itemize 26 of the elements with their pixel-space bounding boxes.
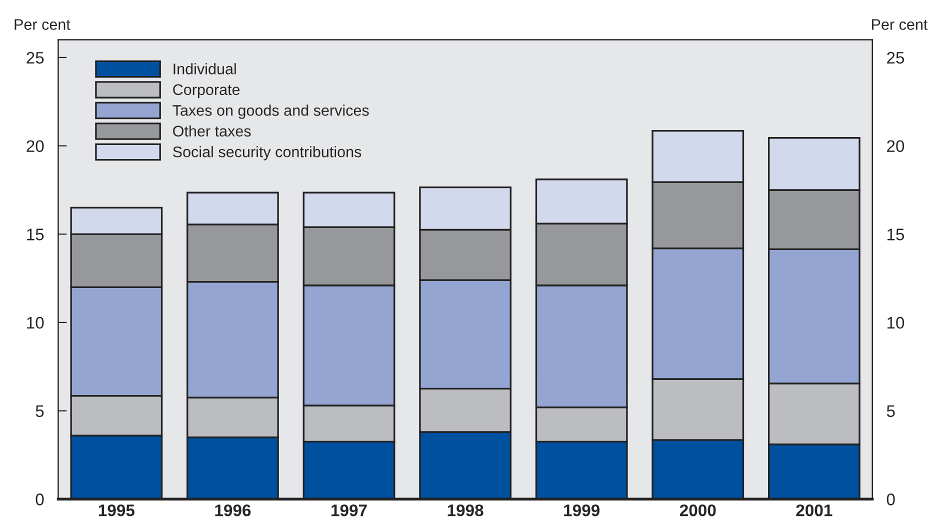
x-tick-label: 2000: [680, 504, 716, 516]
y2-tick-label: 20: [887, 140, 904, 152]
x-tick-label: 1995: [98, 504, 134, 516]
x-tick-label: 2001: [796, 504, 832, 516]
y-axis-title: Per cent: [14, 19, 70, 30]
legend-label: Individual: [174, 63, 236, 74]
legend-label: Social security contributions: [173, 146, 362, 160]
x-tick-label: 1999: [564, 504, 600, 516]
y2-tick-label: 25: [887, 52, 904, 64]
y2-tick-label: 5: [886, 405, 895, 418]
x-tick-label: 1997: [332, 504, 367, 516]
y-tick-label: 5: [36, 405, 44, 418]
x-tick-label: 1996: [215, 504, 251, 516]
y2-tick-label: 10: [887, 316, 904, 329]
legend-label: Taxes on goods and services: [172, 104, 369, 119]
y-tick-label: 0: [36, 494, 44, 506]
y2-tick-label: 15: [887, 228, 904, 240]
y-tick-label: 25: [26, 52, 44, 64]
x-tick-label: 1998: [448, 504, 484, 516]
y-tick-label: 20: [26, 140, 44, 152]
legend-label: Corporate: [173, 84, 240, 98]
y2-axis-title: Per cent: [872, 19, 928, 30]
y-tick-label: 15: [27, 228, 44, 240]
legend-label: Other taxes: [173, 125, 251, 137]
y2-tick-label: 0: [886, 494, 895, 506]
y-tick-label: 10: [27, 316, 44, 329]
